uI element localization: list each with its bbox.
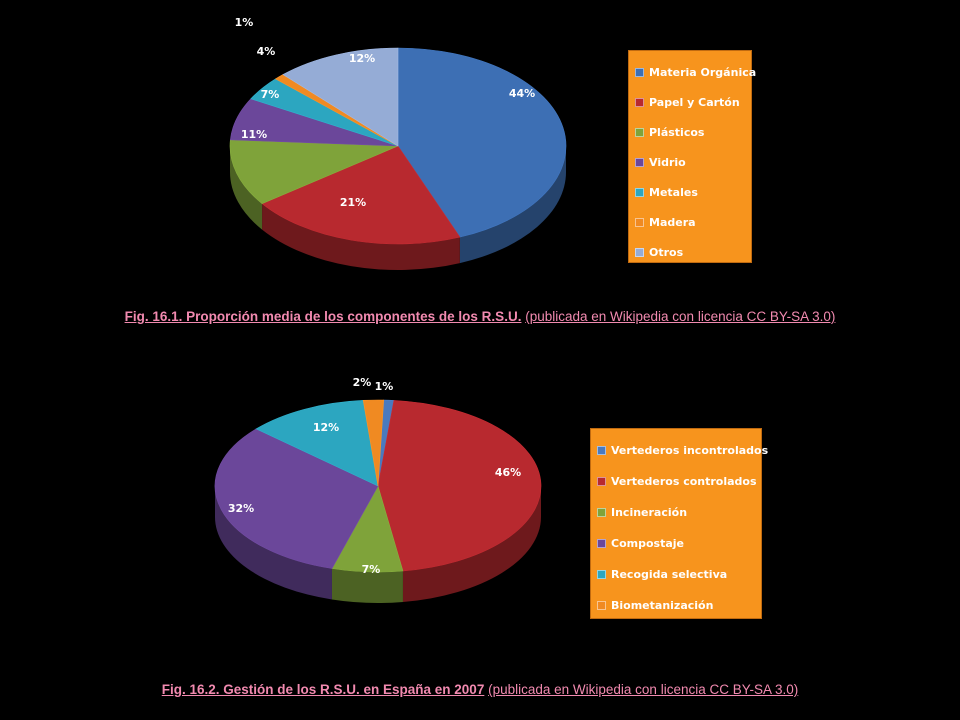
- pie-slice-plasticos: [229, 139, 399, 204]
- legend-item-papel-y-carton: Papel y Cartón: [635, 87, 751, 117]
- data-label-incineracion: 7%: [362, 563, 381, 576]
- legend-item-materia-organica: Materia Orgánica: [635, 57, 756, 87]
- data-label-materia-organica: 44%: [509, 87, 535, 100]
- pie-chart-rsu-management-2007: 1% 46% 7% 32% 12% 2%: [214, 376, 542, 603]
- data-label-recogida-selectiva: 12%: [313, 421, 339, 434]
- pie-side-vertederos-controlados: [402, 486, 541, 602]
- legend-label: Recogida selectiva: [611, 568, 728, 581]
- pie-side-materia-organica: [459, 146, 566, 264]
- legend-item-otros: Otros: [635, 237, 751, 267]
- data-label-vertederos-incontrolados: 1%: [375, 380, 394, 393]
- figure-caption-16-2: Fig. 16.2. Gestión de los R.S.U. en Espa…: [0, 682, 960, 697]
- legend-swatch: [597, 508, 606, 517]
- pie-side-papel-y-carton: [262, 203, 460, 270]
- pie-side-compostaje: [215, 486, 332, 600]
- pie-slice-otros: [282, 47, 399, 147]
- data-label-compostaje: 32%: [228, 502, 254, 515]
- caption-license-link[interactable]: (publicada en Wikipedia con licencia CC …: [488, 682, 799, 697]
- data-label-plasticos: 11%: [241, 128, 267, 141]
- legend-item-compostaje: Compostaje: [597, 528, 761, 559]
- legend-swatch: [635, 67, 644, 77]
- pie-slice-recogida-selectiva: [255, 400, 379, 487]
- legend-item-incineracion: Incineración: [597, 497, 761, 528]
- pie-chart-rsu-components: 44% 21% 11% 7% 4% 1% 12%: [229, 16, 567, 270]
- legend-swatch: [597, 570, 606, 579]
- data-label-metales: 4%: [257, 45, 276, 58]
- legend-label: Papel y Cartón: [649, 95, 740, 109]
- legend-rsu-components: Materia Orgánica Papel y Cartón Plásticos V…: [628, 50, 756, 263]
- pie-side-walls: [215, 486, 541, 603]
- pie-slices: [214, 399, 542, 573]
- legend-label: Vertederos incontrolados: [611, 444, 769, 457]
- pie-value-labels: 44% 21% 11% 7% 4% 1% 12%: [235, 16, 536, 209]
- legend-label: Madera: [649, 215, 696, 229]
- legend-label: Otros: [649, 245, 684, 259]
- legend-swatch: [635, 97, 644, 107]
- pie-slice-materia-organica: [397, 47, 567, 238]
- legend-item-biometanizacion: Biometanización: [597, 590, 761, 621]
- legend-swatch: [635, 217, 644, 227]
- pie-side-incineracion: [331, 568, 403, 603]
- caption-title-link[interactable]: Fig. 16.2. Gestión de los R.S.U. en Espa…: [161, 682, 485, 697]
- legend-item-vertederos-controlados: Vertederos controlados: [597, 466, 761, 497]
- legend-item-vertederos-incontrolados: Vertederos incontrolados: [597, 435, 768, 466]
- data-label-otros: 12%: [349, 52, 375, 65]
- pie-slice-papel-y-carton: [261, 145, 461, 245]
- legend-label: Vertederos controlados: [611, 475, 757, 488]
- legend-label: Plásticos: [649, 125, 705, 139]
- legend-item-plasticos: Plásticos: [635, 117, 751, 147]
- legend-swatch: [597, 539, 606, 548]
- legend-swatch: [597, 601, 606, 610]
- caption-title-link[interactable]: Fig. 16.1. Proporción media de los compo…: [124, 309, 522, 324]
- legend-label: Biometanización: [611, 599, 714, 612]
- legend-item-vidrio: Vidrio: [635, 147, 751, 177]
- pie-slice-vertederos-controlados: [377, 400, 542, 572]
- legend-swatch: [635, 127, 644, 137]
- legend-rsu-management: Vertederos incontrolados Vertederos contr…: [590, 428, 768, 621]
- legend-label: Incineración: [611, 506, 688, 519]
- legend-label: Materia Orgánica: [649, 65, 757, 79]
- pie-value-labels: 1% 46% 7% 32% 12% 2%: [228, 376, 521, 576]
- data-label-vidrio: 7%: [261, 88, 280, 101]
- figure-caption-16-1: Fig. 16.1. Proporción media de los compo…: [0, 309, 960, 324]
- pie-slice-compostaje: [214, 428, 379, 569]
- data-label-biometanizacion: 2%: [353, 376, 372, 389]
- data-label-madera: 1%: [235, 16, 254, 29]
- legend-label: Metales: [649, 185, 698, 199]
- data-label-vertederos-controlados: 46%: [495, 466, 521, 479]
- data-label-papel-y-carton: 21%: [340, 196, 366, 209]
- pie-slices: [229, 47, 567, 245]
- legend-item-metales: Metales: [635, 177, 751, 207]
- legend-swatch: [635, 247, 644, 257]
- pie-slice-biometanizacion: [362, 399, 385, 487]
- legend-swatch: [597, 477, 606, 486]
- legend-swatch: [635, 187, 644, 197]
- legend-item-madera: Madera: [635, 207, 751, 237]
- legend-swatch: [635, 157, 644, 167]
- legend-item-recogida-selectiva: Recogida selectiva: [597, 559, 761, 590]
- caption-license-link[interactable]: (publicada en Wikipedia con licencia CC …: [525, 309, 836, 324]
- legend-label: Vidrio: [649, 155, 686, 169]
- legend-label: Compostaje: [611, 537, 684, 550]
- legend-swatch: [597, 446, 606, 455]
